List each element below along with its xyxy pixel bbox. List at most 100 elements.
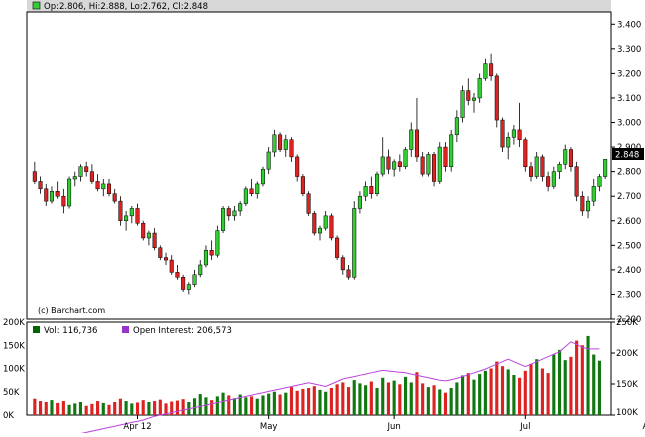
price-tick-label: 3.300 — [617, 45, 641, 55]
candle-body — [169, 259, 174, 273]
volume-bar — [438, 389, 442, 415]
volume-bar — [312, 386, 316, 415]
oi-legend-swatch — [122, 326, 129, 333]
volume-bar — [50, 400, 54, 415]
volume-bar — [375, 388, 379, 415]
candle-body — [517, 129, 522, 140]
volume-bar — [170, 401, 174, 415]
price-legend-text: Op:2.806, Hi:2.888, Lo:2.762, Cl:2.848 — [44, 2, 208, 12]
volume-bar — [592, 354, 596, 415]
candle-body — [357, 195, 362, 209]
candle-body — [420, 156, 425, 175]
candle-body — [198, 264, 203, 276]
candle-body — [483, 63, 488, 79]
candle-body — [563, 149, 568, 165]
volume-bar — [124, 401, 128, 415]
candle-body — [289, 139, 294, 158]
oi-tick-label: 200K — [616, 349, 638, 359]
candle-body — [106, 183, 112, 194]
candle-body — [278, 134, 283, 150]
candle-body — [158, 247, 163, 258]
candle-body — [414, 129, 419, 158]
x-axis: Apr 12MayJunJulAugSep — [123, 415, 645, 432]
candle-body — [260, 168, 265, 185]
last-price-tag: 2.848 — [615, 151, 639, 161]
candle-body — [443, 146, 448, 167]
candle-body — [312, 213, 317, 234]
candlestick-series — [32, 53, 608, 295]
volume-bar — [483, 370, 487, 415]
volume-bar — [84, 405, 88, 415]
volume-bar — [56, 402, 60, 415]
volume-bar — [324, 391, 328, 415]
volume-bar — [535, 359, 539, 415]
volume-bar — [118, 398, 122, 415]
price-legend-swatch — [32, 1, 41, 10]
candle-body — [534, 156, 539, 177]
candle-body — [203, 249, 208, 266]
candle-body — [124, 215, 129, 222]
candle-body — [192, 274, 197, 285]
candle-body — [454, 117, 459, 136]
candle-body — [44, 188, 49, 202]
oi-tick-label: 250K — [616, 318, 638, 328]
candle-body — [603, 159, 608, 177]
vol-legend-swatch — [33, 326, 40, 333]
candle-body — [409, 129, 414, 150]
candle-body — [152, 232, 157, 249]
volume-bar — [529, 363, 533, 415]
volume-bar — [557, 349, 562, 415]
volume-bar — [443, 392, 448, 415]
price-tick-label: 2.400 — [617, 266, 641, 276]
volume-bar — [181, 399, 185, 415]
candle-body — [238, 203, 243, 212]
candle-body — [511, 129, 516, 138]
volume-bar — [386, 382, 391, 415]
last-price-tag-bg — [612, 148, 644, 160]
volume-bar — [192, 398, 197, 415]
volume-bar — [478, 374, 482, 415]
candle-body — [89, 171, 94, 182]
candle-body — [84, 166, 89, 172]
candle-body — [363, 186, 368, 197]
volume-bar — [301, 388, 305, 415]
volume-tick-label: 0K — [3, 411, 14, 421]
candle-body — [597, 176, 602, 187]
candle-body — [449, 134, 454, 167]
volume-bar — [546, 373, 550, 415]
price-tick-label: 3.400 — [617, 20, 641, 30]
price-tick-label: 2.200 — [617, 315, 641, 325]
volume-bar — [175, 400, 179, 415]
x-tick-label: Jun — [386, 422, 400, 432]
candle-body — [95, 181, 100, 190]
candle-body — [300, 176, 305, 194]
volume-bar — [238, 394, 242, 415]
volume-bar — [466, 373, 470, 415]
volume-bar — [335, 384, 339, 415]
volume-bar — [227, 395, 231, 415]
volume-bar — [586, 335, 590, 415]
price-panel-border — [26, 11, 612, 320]
volume-bar — [597, 360, 602, 415]
candle-body — [403, 149, 408, 167]
volume-bar — [204, 397, 208, 415]
candle-body — [146, 232, 151, 239]
volume-bar — [461, 375, 465, 415]
volume-bar — [101, 402, 105, 415]
price-legend-background — [27, 0, 611, 12]
volume-bar — [540, 368, 544, 415]
candle-body — [175, 272, 180, 278]
candle-body — [540, 156, 545, 177]
candle-body — [226, 208, 231, 217]
candle-body — [466, 90, 471, 101]
volume-bar — [489, 368, 493, 415]
oi-tick-label: 100K — [616, 408, 638, 418]
volume-bar — [329, 388, 333, 415]
price-tick-label: 2.800 — [617, 168, 641, 178]
candle-body — [528, 166, 534, 177]
price-tick-label: 2.600 — [617, 217, 641, 227]
volume-bar — [61, 401, 65, 415]
candle-body — [215, 230, 220, 256]
volume-bar — [421, 383, 425, 415]
candle-body — [129, 208, 134, 217]
